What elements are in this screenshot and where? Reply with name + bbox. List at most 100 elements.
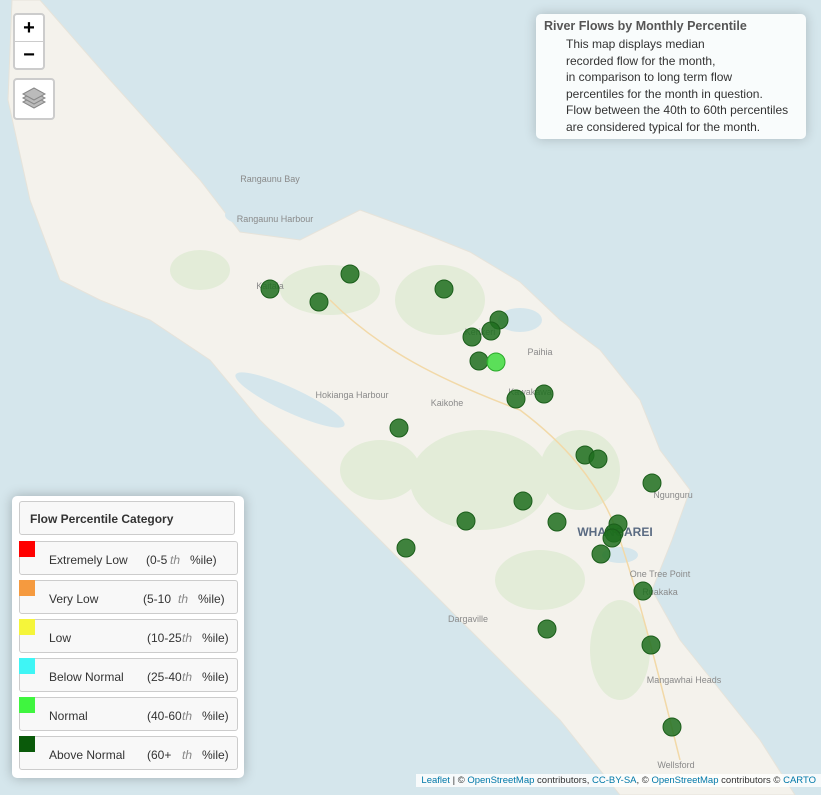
zoom-out[interactable]: − [23,44,35,66]
legend-range: (10-25 [147,631,182,645]
legend-label: Above Normal [49,748,126,762]
station-marker[interactable] [537,619,557,639]
legend-range: (40-60 [147,709,182,723]
info-line: percentiles for the month in question. [566,86,763,101]
legend-sup: th [182,670,193,684]
legend-label: Very Low [49,592,99,606]
legend-swatch [19,658,35,674]
place-label: Wellsford [657,760,694,770]
place-label: Rangaunu Harbour [237,214,314,224]
station-marker[interactable] [547,512,567,532]
vegetation [170,250,650,700]
legend-item: Normal (40-60 th %ile) [19,697,238,731]
legend-label: Below Normal [49,670,124,684]
legend-range: (25-40 [147,670,182,684]
legend-sup: th [182,631,193,645]
station-marker[interactable] [602,528,622,548]
place-label: Dargaville [448,614,488,624]
info-line: are considered typical for the month. [566,119,761,134]
station-marker[interactable] [633,581,653,601]
place-label: Mangawhai Heads [647,675,722,685]
legend-sup: th [170,553,181,567]
legend-swatch [19,736,35,752]
legend-sup: th [182,709,193,723]
zoom-control: + − [13,13,45,70]
attribution-link[interactable]: OpenStreetMap [651,775,719,786]
station-marker[interactable] [506,389,526,409]
legend-item: Above Normal (60+ th %ile) [19,736,238,770]
station-marker[interactable] [588,449,608,469]
station-marker[interactable] [340,264,360,284]
legend-swatch [19,619,35,635]
legend-item: Below Normal (25-40 th %ile) [19,658,238,692]
place-label: Paihia [527,347,552,357]
attribution-link[interactable]: Leaflet [421,775,450,786]
station-marker[interactable] [469,351,489,371]
legend-label: Normal [49,709,88,723]
legend-range: (5-10 [143,592,172,606]
attribution-text: contributors © [718,775,784,786]
station-marker[interactable] [456,511,476,531]
info-line: Flow between the 40th to 60th percentile… [566,103,789,117]
layers-icon [21,87,47,109]
place-label: Rangaunu Bay [240,174,300,184]
legend-unit: %ile) [202,670,229,684]
info-title: River Flows by Monthly Percentile [544,19,747,33]
legend-swatch [19,541,35,557]
place-label: Ruakaka [642,587,678,597]
attribution-text: contributors, [534,775,592,786]
legend-swatch [19,697,35,713]
attribution-link[interactable]: OpenStreetMap [467,775,535,786]
legend-unit: %ile) [198,592,225,606]
station-marker[interactable] [389,418,409,438]
place-label: Hokianga Harbour [315,390,388,400]
attribution-text: | © [449,775,468,786]
legend-item: Extremely Low (0-5 th %ile) [19,541,238,575]
station-marker[interactable] [434,279,454,299]
legend-title: Flow Percentile Category [19,501,235,535]
water [225,205,638,563]
land [7,0,796,795]
legend-range: (60+ [147,748,172,762]
info-panel: River Flows by Monthly Percentile This m… [536,14,806,139]
legend-unit: %ile) [202,709,229,723]
legend-unit: %ile) [202,631,229,645]
station-marker[interactable] [642,473,662,493]
legend-unit: %ile) [190,553,217,567]
legend-item: Very Low (5-10 th %ile) [19,580,238,614]
zoom-in[interactable]: + [15,15,43,42]
legend-unit: %ile) [202,748,229,762]
attribution: Leaflet | © OpenStreetMap contributors, … [416,774,821,787]
legend-sup: th [178,592,189,606]
place-label: Kawakawa [508,387,552,397]
legend-label: Extremely Low [49,553,128,567]
legend-range: (0-5 [146,553,168,567]
legend-swatch [19,580,35,596]
legend-item: Low (10-25 th %ile) [19,619,238,653]
attribution-link[interactable]: CC-BY-SA [591,775,637,786]
info-line: This map displays median [566,37,705,51]
station-marker[interactable] [462,327,482,347]
station-marker[interactable] [396,538,416,558]
markers [260,264,682,737]
place-label: Ngunguru [653,490,693,500]
station-marker[interactable] [260,279,280,299]
station-marker[interactable] [513,491,533,511]
station-marker[interactable] [534,384,554,404]
legend-label: Low [49,631,72,645]
info-line: recorded flow for the month, [566,53,716,68]
station-marker[interactable] [309,292,329,312]
legend: Flow Percentile Category Extremely Low (0… [12,496,244,778]
station-marker[interactable] [662,717,682,737]
info-line: in comparison to long term flow [566,70,733,84]
layers-control[interactable] [13,78,55,120]
station-marker[interactable] [481,321,501,341]
station-marker[interactable] [486,352,506,372]
station-marker[interactable] [641,635,661,655]
station-marker[interactable] [591,544,611,564]
attribution-link[interactable]: CARTO [783,775,816,786]
place-label: One Tree Point [630,569,691,579]
place-label: Kaikohe [431,398,464,408]
